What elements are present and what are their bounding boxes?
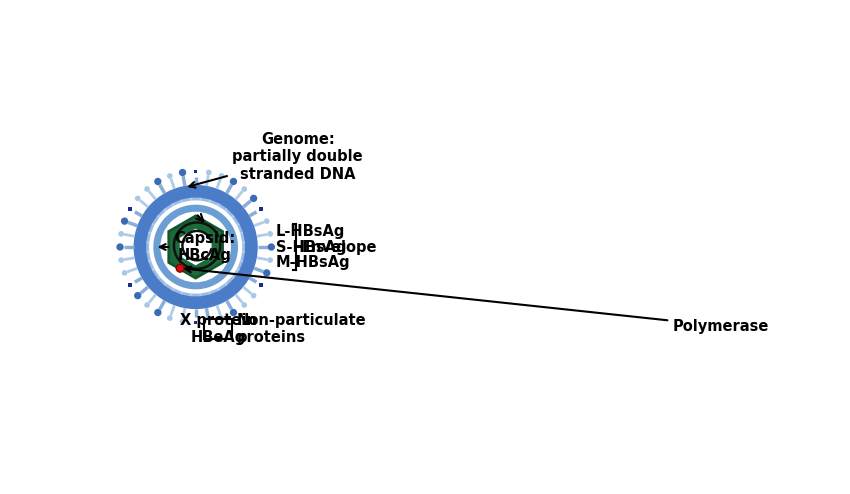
- Circle shape: [181, 287, 185, 290]
- Circle shape: [221, 279, 225, 283]
- Circle shape: [156, 265, 160, 269]
- Circle shape: [232, 225, 235, 229]
- Circle shape: [230, 178, 237, 185]
- Bar: [128, 207, 132, 211]
- Circle shape: [189, 202, 194, 206]
- Circle shape: [152, 257, 157, 262]
- Circle shape: [121, 217, 128, 225]
- Text: L-HBsAg: L-HBsAg: [276, 224, 345, 239]
- Circle shape: [156, 225, 160, 229]
- Circle shape: [268, 257, 273, 263]
- Circle shape: [116, 244, 124, 250]
- Circle shape: [135, 196, 140, 201]
- Circle shape: [236, 249, 241, 253]
- Circle shape: [268, 231, 273, 237]
- Circle shape: [206, 169, 212, 175]
- Circle shape: [144, 186, 150, 192]
- Circle shape: [149, 201, 242, 293]
- Circle shape: [241, 186, 247, 192]
- Circle shape: [118, 231, 124, 237]
- Circle shape: [161, 212, 231, 282]
- Circle shape: [178, 169, 186, 176]
- Circle shape: [154, 309, 162, 316]
- Circle shape: [264, 218, 269, 224]
- Circle shape: [213, 283, 218, 288]
- Circle shape: [176, 264, 184, 272]
- Circle shape: [152, 232, 157, 237]
- Bar: [128, 283, 132, 287]
- Circle shape: [241, 302, 247, 308]
- Text: S-HBsAg: S-HBsAg: [276, 240, 347, 254]
- Circle shape: [153, 205, 238, 289]
- Circle shape: [146, 198, 245, 296]
- Circle shape: [206, 203, 211, 208]
- Circle shape: [207, 287, 210, 290]
- Circle shape: [230, 309, 237, 316]
- Circle shape: [150, 249, 155, 253]
- Text: Non-particulate
proteins: Non-particulate proteins: [236, 313, 366, 345]
- Bar: [194, 321, 197, 325]
- Circle shape: [205, 318, 212, 325]
- Text: Genome:
partially double
stranded DNA: Genome: partially double stranded DNA: [190, 132, 363, 188]
- Circle shape: [173, 207, 178, 211]
- Circle shape: [227, 272, 231, 276]
- Circle shape: [122, 270, 127, 276]
- Circle shape: [218, 315, 224, 321]
- Circle shape: [214, 207, 218, 211]
- Circle shape: [179, 319, 185, 325]
- Circle shape: [133, 185, 258, 309]
- Circle shape: [161, 272, 164, 276]
- Circle shape: [173, 283, 178, 287]
- Circle shape: [144, 302, 150, 308]
- Circle shape: [218, 173, 224, 179]
- Bar: [259, 207, 263, 211]
- Circle shape: [161, 218, 164, 222]
- Circle shape: [268, 244, 275, 250]
- Polygon shape: [180, 229, 212, 265]
- Text: Polymerase: Polymerase: [185, 266, 769, 333]
- Circle shape: [250, 195, 258, 202]
- Circle shape: [226, 217, 231, 222]
- Text: Capsid:
HBcAg: Capsid: HBcAg: [160, 231, 235, 263]
- Circle shape: [236, 240, 241, 246]
- Circle shape: [118, 257, 124, 263]
- Circle shape: [231, 265, 236, 270]
- Circle shape: [181, 204, 185, 207]
- Circle shape: [198, 202, 201, 206]
- Circle shape: [167, 173, 173, 179]
- Circle shape: [251, 293, 257, 298]
- Circle shape: [189, 288, 194, 292]
- Text: Envelope: Envelope: [302, 240, 377, 254]
- Circle shape: [150, 241, 155, 245]
- Circle shape: [264, 269, 270, 277]
- Circle shape: [198, 288, 201, 292]
- Circle shape: [235, 233, 239, 237]
- Circle shape: [221, 211, 225, 215]
- Text: X protein
HBeAg: X protein HBeAg: [180, 313, 257, 345]
- Circle shape: [134, 292, 141, 299]
- Polygon shape: [169, 216, 223, 278]
- Circle shape: [235, 257, 239, 261]
- Bar: [194, 169, 197, 173]
- Circle shape: [166, 211, 171, 216]
- Circle shape: [154, 178, 162, 185]
- Bar: [259, 283, 263, 287]
- Circle shape: [167, 315, 173, 321]
- Text: M-HBsAg: M-HBsAg: [276, 255, 351, 270]
- FancyBboxPatch shape: [204, 319, 232, 339]
- Circle shape: [166, 278, 171, 283]
